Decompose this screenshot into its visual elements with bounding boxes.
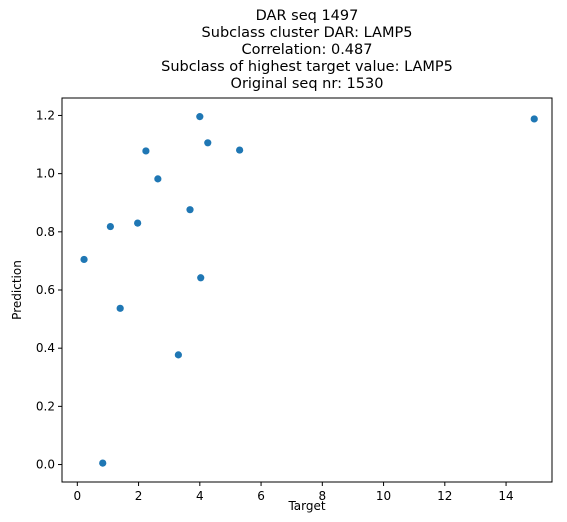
data-point (134, 219, 142, 227)
x-tick-label: 6 (257, 489, 265, 503)
title-line: Subclass of highest target value: LAMP5 (161, 59, 453, 75)
data-point (99, 459, 107, 467)
y-tick-label: 1.0 (36, 167, 55, 181)
data-point (106, 222, 114, 231)
data-point (196, 113, 204, 121)
y-tick-label: 0.2 (36, 399, 55, 413)
title-line: DAR seq 1497 (256, 8, 359, 24)
y-tick-label: 0.6 (36, 283, 55, 297)
x-tick-label: 2 (135, 489, 143, 503)
x-tick-label: 12 (437, 489, 452, 503)
plot-area (61, 97, 553, 483)
x-tick-label: 0 (73, 489, 81, 503)
title-line: Subclass cluster DAR: LAMP5 (202, 25, 413, 41)
x-tick-label: 8 (318, 489, 326, 503)
x-tick-label: 4 (196, 489, 204, 503)
y-axis-label: Prediction (10, 260, 24, 320)
x-tick-label: 10 (376, 489, 391, 503)
x-axis-label: Target (287, 499, 325, 513)
x-tick-label: 14 (498, 489, 513, 503)
data-point (530, 115, 538, 123)
data-points (80, 113, 538, 467)
data-point (186, 206, 194, 214)
y-axis: 0.0 0.2 0.4 0.6 0.8 1.0 1.2 (36, 108, 62, 472)
data-point (154, 175, 162, 183)
data-point (204, 139, 212, 147)
data-point (174, 351, 182, 359)
y-tick-label: 0.4 (36, 341, 55, 355)
data-point (142, 147, 150, 155)
data-point (236, 146, 244, 154)
title-line: Correlation: 0.487 (242, 42, 373, 58)
y-tick-label: 0.8 (36, 225, 55, 239)
data-point (197, 274, 205, 282)
data-point (80, 255, 88, 264)
title-line: Original seq nr: 1530 (231, 76, 384, 92)
y-tick-label: 0.0 (36, 458, 55, 472)
data-point (116, 304, 124, 312)
y-tick-label: 1.2 (36, 108, 55, 122)
x-axis: 0 2 4 6 8 10 12 14 (73, 482, 514, 503)
